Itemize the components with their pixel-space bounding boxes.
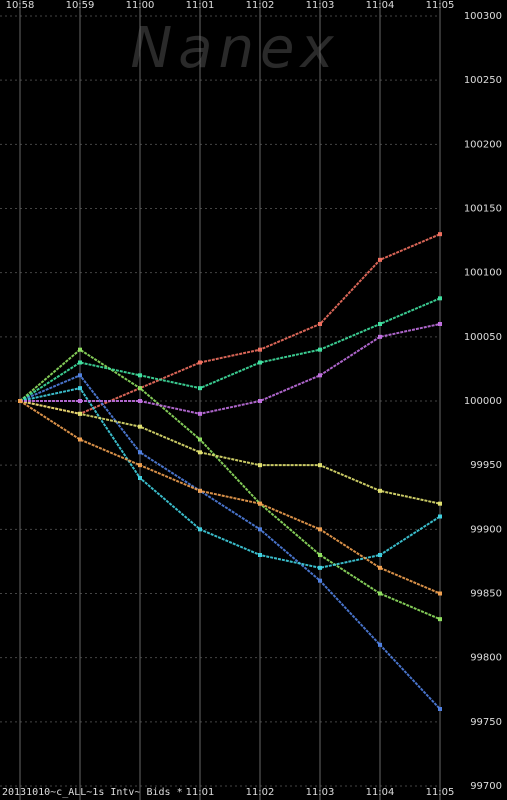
point: [258, 360, 262, 365]
point: [378, 642, 382, 647]
x-tick-label: 11:00: [126, 0, 155, 11]
y-tick-label: 100250: [464, 75, 502, 86]
x-tick-label: 10:58: [6, 0, 35, 11]
x-tick-label: 10:59: [66, 0, 95, 11]
x-tick-label-bottom: 11:05: [426, 787, 455, 798]
point: [78, 411, 82, 416]
point: [318, 565, 322, 570]
y-tick-label: 100050: [464, 332, 502, 343]
point: [438, 591, 442, 596]
point: [138, 424, 142, 429]
point: [198, 450, 202, 455]
footer: 20131010~c_ALL~1s Intv~ Bids *: [2, 787, 183, 798]
point: [378, 257, 382, 262]
point: [318, 347, 322, 352]
series-line: [19, 387, 441, 569]
point: [438, 232, 442, 237]
point: [438, 296, 442, 301]
point: [78, 386, 82, 391]
point: [258, 347, 262, 352]
point: [138, 450, 142, 455]
point: [258, 463, 262, 468]
point: [138, 476, 142, 480]
y-tick-label: 100150: [464, 204, 502, 215]
point: [318, 578, 322, 583]
y-tick-label: 100200: [464, 139, 502, 150]
point: [378, 322, 382, 326]
point: [438, 514, 442, 519]
point: [318, 373, 322, 378]
point: [318, 553, 322, 557]
point: [438, 501, 442, 506]
point: [378, 591, 382, 596]
point: [78, 347, 82, 352]
point: [198, 360, 202, 365]
x-tick-label: 11:03: [306, 0, 335, 11]
point: [78, 437, 82, 442]
x-tick-label: 11:01: [186, 0, 215, 11]
x-tick-label-bottom: 11:02: [246, 787, 275, 798]
point: [438, 322, 442, 326]
point: [258, 527, 262, 532]
x-tick-label: 11:04: [366, 0, 395, 11]
y-tick-label: 100000: [464, 396, 502, 407]
series-line: [20, 323, 441, 415]
point: [138, 373, 142, 378]
x-tick-label: 11:02: [246, 0, 275, 11]
point: [258, 501, 262, 506]
point: [138, 463, 142, 468]
point: [78, 399, 82, 403]
point: [198, 386, 202, 391]
point: [18, 399, 22, 403]
point: [378, 565, 382, 570]
y-tick-label: 99700: [470, 781, 502, 792]
point: [198, 437, 202, 442]
point: [258, 399, 262, 403]
point: [138, 386, 142, 391]
y-tick-label: 100100: [464, 268, 502, 279]
point: [258, 553, 262, 557]
point: [78, 360, 82, 365]
point: [378, 488, 382, 493]
y-tick-label: 100300: [464, 11, 502, 22]
point: [198, 527, 202, 532]
y-tick-label: 99800: [470, 653, 502, 664]
y-tick-label: 99850: [470, 589, 502, 600]
x-tick-label-bottom: 11:01: [186, 787, 215, 798]
series-line: [19, 400, 441, 595]
x-tick-label: 11:05: [426, 0, 455, 11]
series-line: [19, 233, 441, 415]
point: [198, 411, 202, 416]
point: [318, 322, 322, 326]
series-line: [19, 348, 441, 621]
series-line: [19, 374, 441, 710]
point: [198, 488, 202, 493]
watermark: Nanex: [130, 16, 339, 81]
y-tick-label: 99900: [470, 524, 502, 535]
point: [318, 527, 322, 532]
point: [378, 553, 382, 557]
y-tick-label: 99750: [470, 717, 502, 728]
x-tick-label-bottom: 11:03: [306, 787, 335, 798]
series-line: [19, 400, 441, 505]
series-line: [19, 297, 441, 402]
point: [438, 617, 442, 622]
point: [138, 399, 142, 403]
point: [318, 463, 322, 468]
point: [78, 373, 82, 378]
x-tick-label-bottom: 11:04: [366, 787, 395, 798]
y-tick-label: 99950: [470, 460, 502, 471]
point: [438, 707, 442, 711]
point: [378, 334, 382, 339]
